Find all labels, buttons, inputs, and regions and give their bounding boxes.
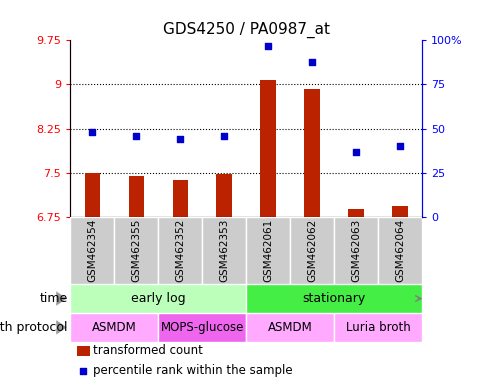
Point (264, 43, 272, 49)
Point (395, 143, 403, 149)
Point (307, 58, 315, 65)
Text: GSM462062: GSM462062 (306, 219, 317, 282)
Bar (260, 80, 275, 217)
Bar (202, 217, 245, 284)
Point (176, 136, 184, 142)
Polygon shape (56, 291, 67, 306)
Polygon shape (56, 320, 67, 334)
Bar (172, 180, 187, 217)
Text: ASMDM: ASMDM (91, 321, 136, 334)
Bar (158, 313, 245, 342)
Text: percentile rank within the sample: percentile rank within the sample (93, 364, 292, 377)
Text: early log: early log (131, 292, 185, 305)
Bar (348, 209, 363, 217)
Point (132, 132, 140, 139)
Bar (70, 313, 158, 342)
Text: GSM462063: GSM462063 (350, 219, 360, 282)
Bar (333, 313, 421, 342)
Bar (392, 206, 407, 217)
Bar (304, 89, 319, 217)
Bar (84, 173, 100, 217)
Bar (114, 217, 158, 284)
Point (88, 129, 96, 135)
Bar (289, 217, 333, 284)
Bar (128, 176, 144, 217)
Bar (216, 174, 231, 217)
Text: Luria broth: Luria broth (345, 321, 409, 334)
Bar (70, 284, 245, 313)
Point (351, 149, 359, 155)
Bar (377, 217, 421, 284)
Text: GSM462353: GSM462353 (219, 219, 228, 282)
Text: ASMDM: ASMDM (267, 321, 312, 334)
Text: growth protocol: growth protocol (0, 321, 68, 334)
Text: GSM462354: GSM462354 (87, 219, 97, 282)
Bar (158, 217, 202, 284)
Text: stationary: stationary (302, 292, 365, 305)
Text: GSM462355: GSM462355 (131, 219, 141, 282)
Text: GSM462064: GSM462064 (394, 219, 404, 282)
Text: MOPS-glucose: MOPS-glucose (160, 321, 243, 334)
Bar (245, 217, 289, 284)
Bar (245, 313, 333, 342)
Bar (77, 346, 90, 356)
Point (220, 132, 227, 139)
Text: transformed count: transformed count (93, 344, 203, 358)
Bar (245, 284, 421, 313)
Text: time: time (40, 292, 68, 305)
Bar (70, 217, 114, 284)
Point (78, 367, 86, 374)
Title: GDS4250 / PA0987_at: GDS4250 / PA0987_at (162, 22, 329, 38)
Bar (333, 217, 377, 284)
Text: GSM462061: GSM462061 (263, 219, 272, 282)
Text: GSM462352: GSM462352 (175, 219, 185, 282)
